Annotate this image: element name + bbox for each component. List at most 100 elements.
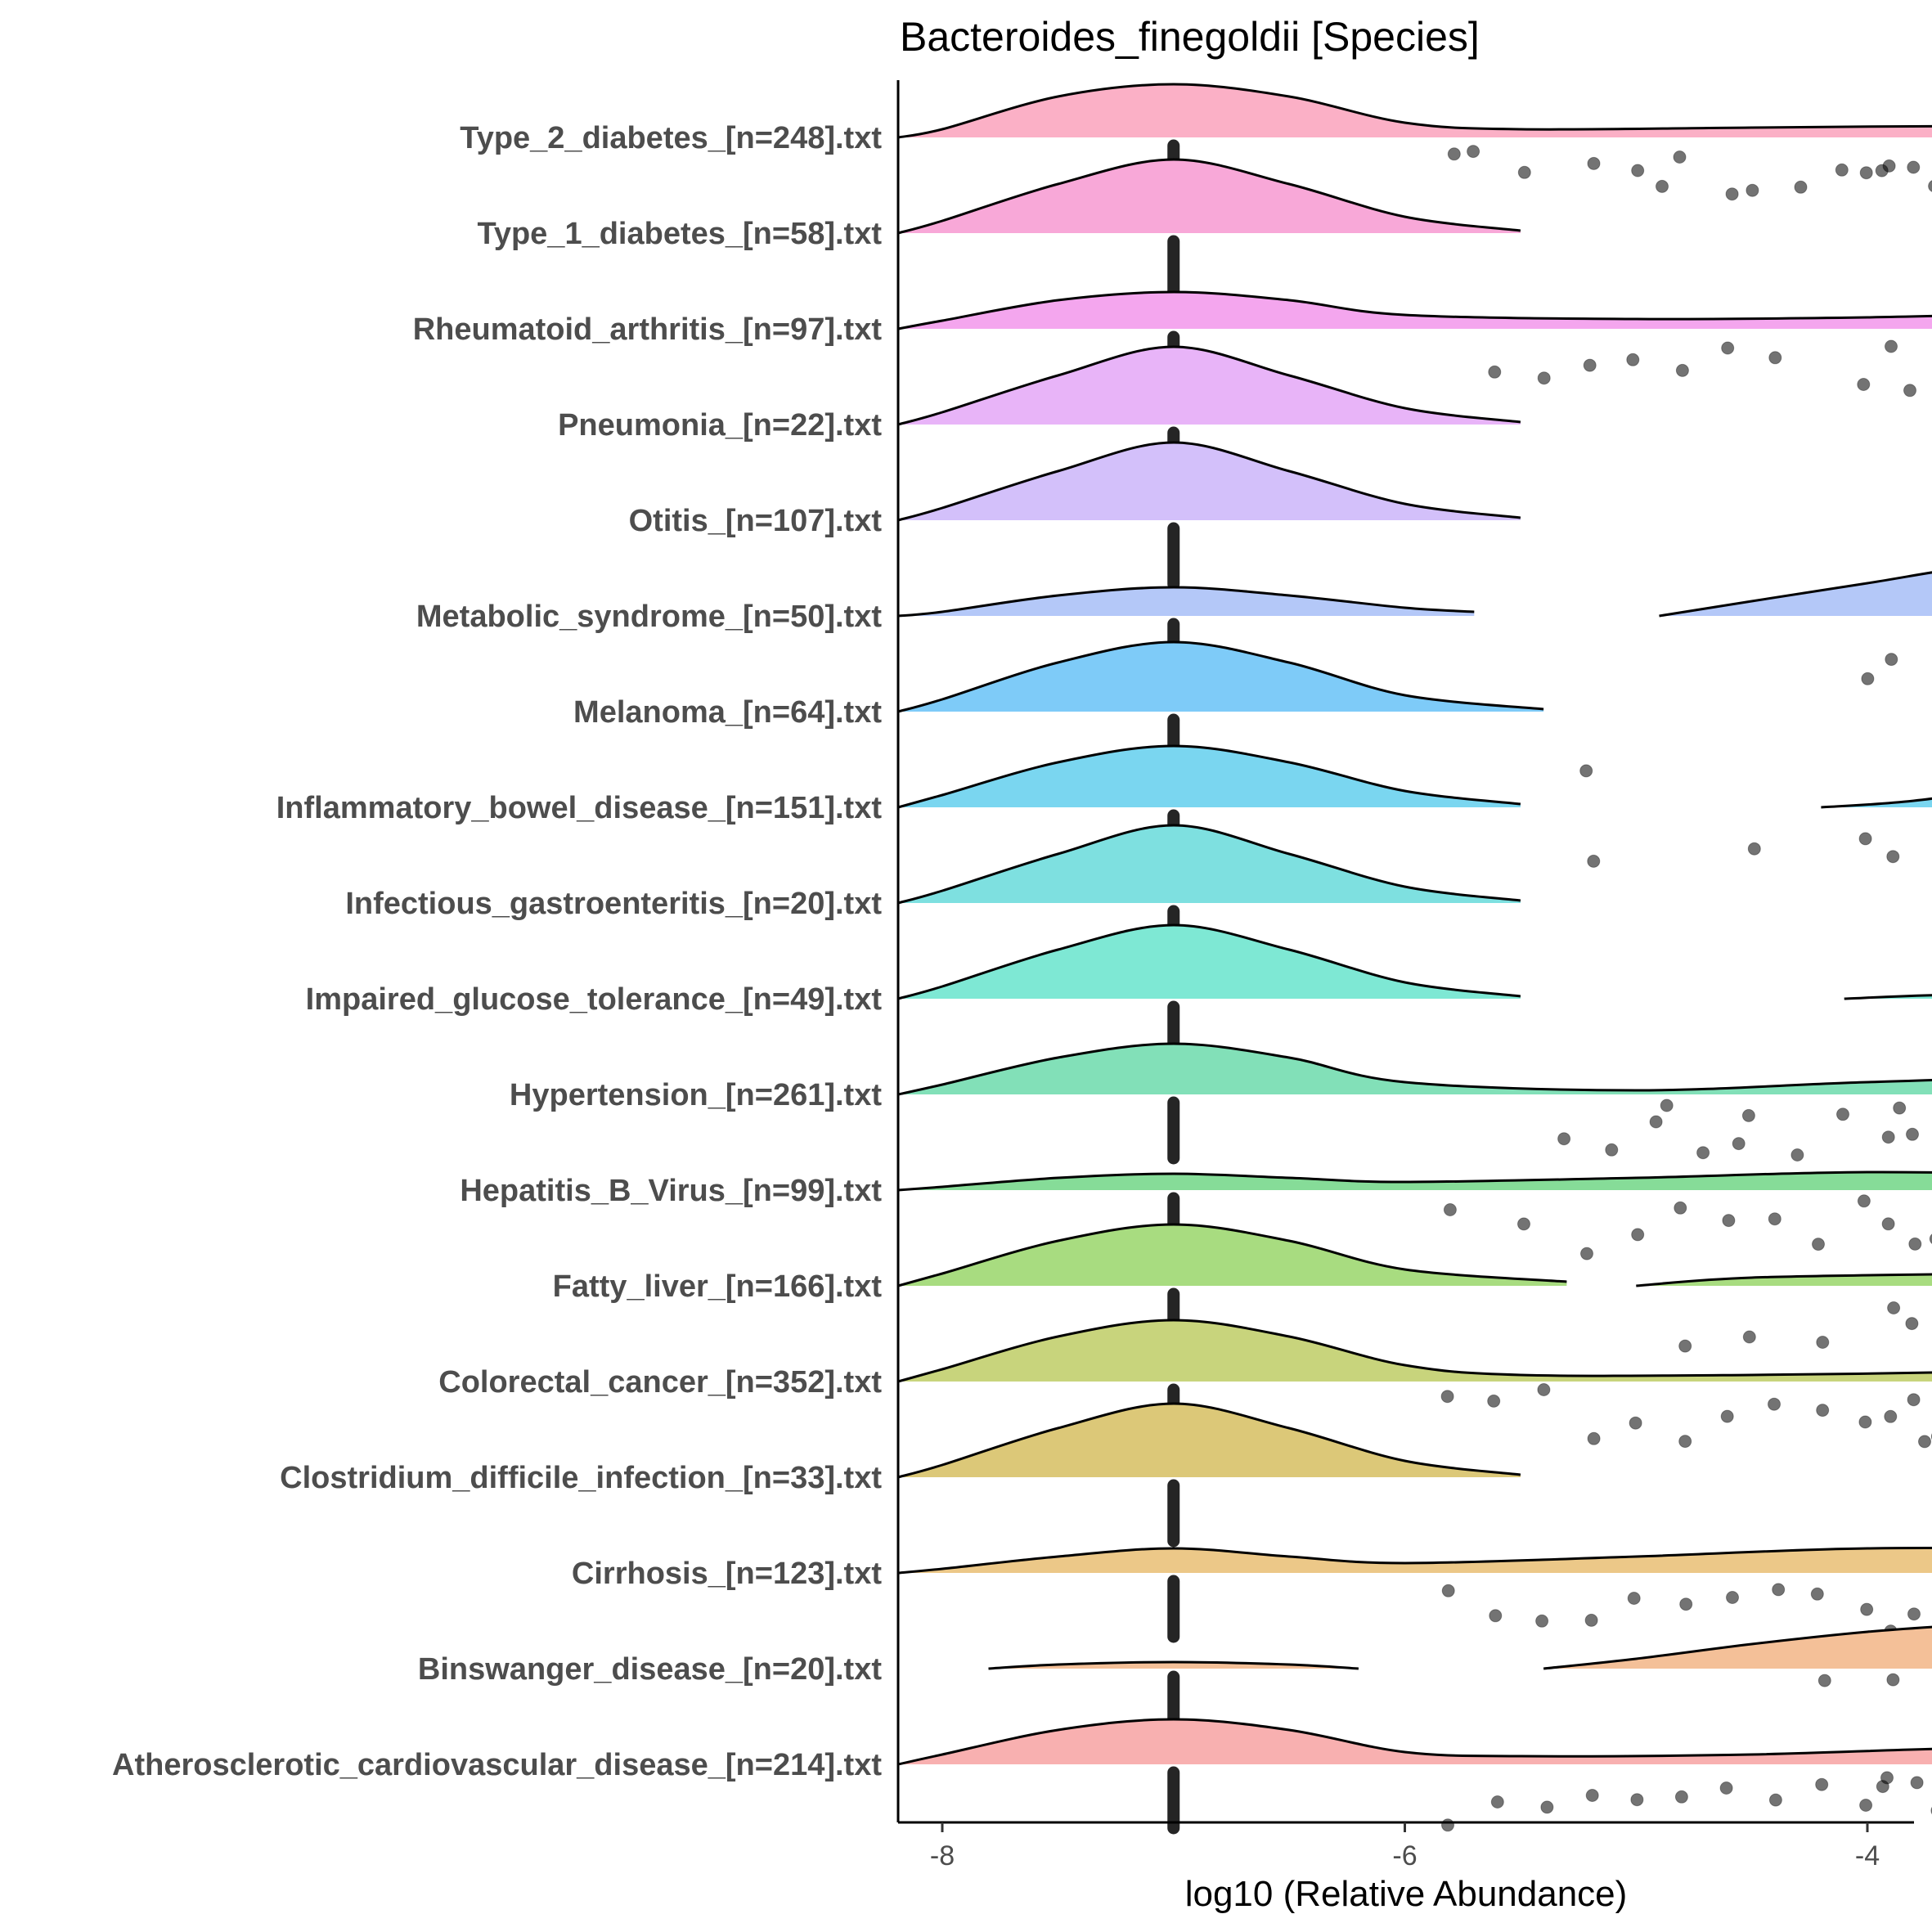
- data-point: [1907, 160, 1921, 174]
- data-point: [1440, 1390, 1454, 1404]
- data-point: [1584, 1613, 1598, 1627]
- density-curve-area: [898, 825, 1521, 903]
- density-curve-area: [898, 160, 1521, 233]
- data-point: [1579, 764, 1593, 778]
- data-point: [1790, 1148, 1804, 1161]
- category-row: Binswanger_disease_[n=20].txt: [418, 1625, 1932, 1739]
- data-point: [1741, 1108, 1755, 1122]
- density-curve-outline: [897, 83, 1932, 139]
- density-curve-area: [898, 347, 1521, 425]
- data-point: [1722, 1214, 1736, 1228]
- data-point: [1884, 1409, 1898, 1423]
- data-point: [1861, 672, 1875, 685]
- density-curve-outline: [897, 1319, 1932, 1383]
- data-point: [1441, 1584, 1455, 1597]
- data-point: [1490, 1795, 1504, 1808]
- data-point: [1725, 187, 1739, 201]
- x-tick-label: -8: [930, 1840, 955, 1871]
- data-point: [1626, 353, 1640, 366]
- density-curve-outline: [897, 1223, 1567, 1287]
- data-point: [1875, 164, 1889, 177]
- data-point: [1557, 1132, 1571, 1146]
- category-row: Otitis_[n=107].txt: [629, 441, 1521, 591]
- density-curve-area: [898, 292, 1932, 329]
- density-curve-secondary-area: [1543, 1627, 1932, 1669]
- category-label: Type_1_diabetes_[n=58].txt: [477, 217, 882, 251]
- data-point: [1859, 1799, 1873, 1812]
- data-point: [1816, 1336, 1830, 1349]
- data-point: [1660, 1099, 1674, 1112]
- data-point: [1817, 1674, 1831, 1687]
- category-row: Impaired_glucose_tolerance_[n=49].txt: [306, 923, 1932, 1069]
- data-point: [1881, 1217, 1895, 1231]
- chart-rows: Type_2_diabetes_[n=248].txt Type_1_diabet…: [112, 83, 1932, 1835]
- data-point: [1746, 183, 1759, 197]
- density-curve-outline: [897, 1170, 1932, 1192]
- data-point: [1696, 1146, 1710, 1160]
- category-row: Hypertension_[n=261].txt: [510, 1042, 1932, 1165]
- density-curve-outline: [988, 1660, 1359, 1670]
- data-point: [1905, 1317, 1919, 1331]
- data-point: [1540, 1800, 1554, 1814]
- data-point: [1679, 1597, 1693, 1611]
- data-point: [1535, 1614, 1549, 1628]
- data-point: [1441, 1818, 1454, 1832]
- category-label: Metabolic_syndrome_[n=50].txt: [416, 600, 882, 634]
- density-curve-area: [898, 1171, 1932, 1190]
- data-point: [1858, 832, 1872, 846]
- data-point: [1467, 145, 1480, 159]
- data-point: [1768, 1397, 1781, 1411]
- data-point: [1649, 1115, 1663, 1129]
- data-point: [1910, 1776, 1924, 1790]
- data-point: [1674, 1201, 1687, 1215]
- data-point: [1876, 1780, 1889, 1794]
- data-point: [1928, 180, 1932, 192]
- data-point: [1721, 341, 1735, 355]
- data-point: [1537, 371, 1551, 385]
- x-axis-title: log10 (Relative Abundance): [1185, 1874, 1628, 1914]
- category-row: Clostridium_difficile_infection_[n=33].t…: [280, 1402, 1521, 1548]
- density-curve-secondary-area: [1659, 572, 1932, 616]
- data-point: [1656, 179, 1669, 193]
- data-point: [1886, 850, 1900, 864]
- data-point: [1857, 378, 1871, 391]
- density-curve-area: [898, 587, 1475, 616]
- density-curve-area: [898, 443, 1521, 520]
- data-point: [1517, 165, 1531, 179]
- density-curve-secondary-outline: [1636, 1273, 1932, 1287]
- data-point: [1742, 1330, 1756, 1344]
- data-point: [1631, 1228, 1645, 1242]
- data-point: [1907, 1393, 1921, 1407]
- density-curve-outline: [897, 441, 1521, 522]
- data-point: [1678, 1435, 1692, 1449]
- data-point: [1906, 1127, 1919, 1141]
- data-point: [1726, 1591, 1739, 1604]
- data-point: [1908, 1237, 1922, 1251]
- density-curve-secondary-outline: [1844, 994, 1932, 1000]
- category-label: Fatty_liver_[n=166].txt: [553, 1269, 883, 1304]
- data-point: [1631, 164, 1645, 177]
- data-point: [1903, 384, 1916, 398]
- density-curve-area: [898, 84, 1932, 137]
- density-curve-outline: [897, 158, 1521, 235]
- data-point: [1893, 1101, 1907, 1115]
- density-curve-outline: [897, 744, 1521, 809]
- category-row: Pneumonia_[n=22].txt: [558, 345, 1521, 495]
- category-label: Infectious_gastroenteritis_[n=20].txt: [345, 887, 882, 921]
- density-curve-secondary-area: [1821, 798, 1932, 807]
- category-label: Hepatitis_B_Virus_[n=99].txt: [460, 1174, 882, 1208]
- data-point: [1732, 1137, 1746, 1151]
- data-point: [1443, 1203, 1457, 1216]
- data-point: [1627, 1592, 1641, 1605]
- category-row: Melanoma_[n=64].txt: [573, 640, 1593, 782]
- density-curve-area: [898, 1719, 1932, 1764]
- density-curve-area: [898, 746, 1521, 807]
- data-point: [1678, 1339, 1692, 1353]
- data-point: [1587, 156, 1601, 170]
- data-point: [1585, 1789, 1599, 1802]
- density-curve-area: [898, 642, 1544, 712]
- density-curve-secondary-outline: [1821, 797, 1932, 809]
- data-point: [1580, 1247, 1593, 1260]
- category-row: Cirrhosis_[n=123].txt: [572, 1547, 1932, 1643]
- data-point: [1587, 854, 1601, 868]
